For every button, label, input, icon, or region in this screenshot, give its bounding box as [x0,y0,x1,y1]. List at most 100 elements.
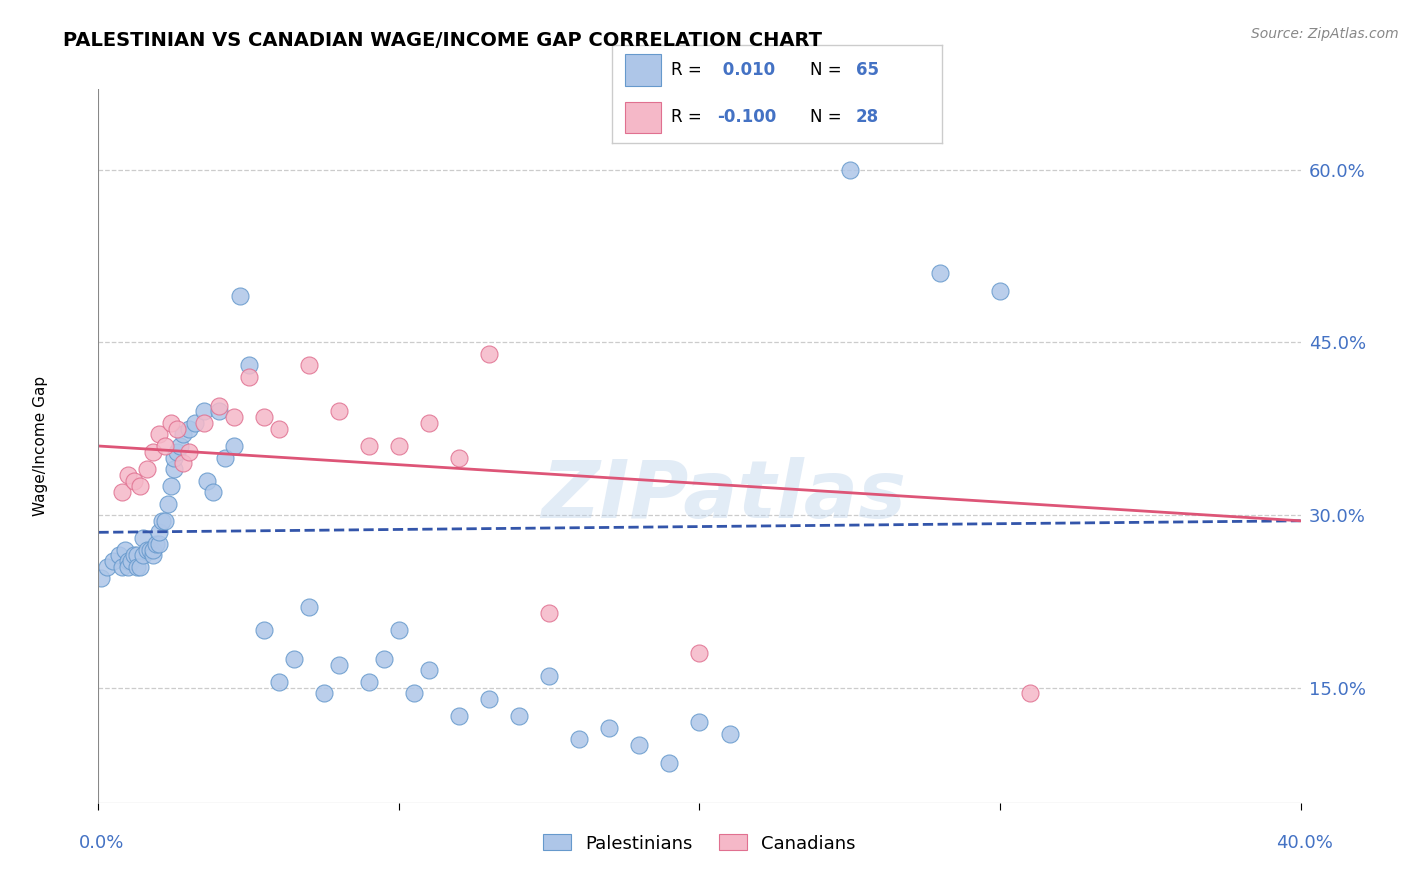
Point [267,422,290,436]
Point [127,549,149,563]
Point [328,657,350,672]
Text: 65: 65 [856,62,879,79]
Text: 40.0%: 40.0% [1277,834,1333,852]
Point [90,571,112,585]
Point [159,479,181,493]
Point [658,756,681,770]
Point [214,450,236,465]
Point [195,474,218,488]
Point [478,347,501,361]
Point [238,359,260,373]
Point [166,444,188,458]
Point [135,542,157,557]
Point [121,554,143,568]
FancyBboxPatch shape [624,102,661,133]
Point [141,549,163,563]
Point [111,559,134,574]
Point [298,359,321,373]
Point [929,266,952,280]
Point [141,444,163,458]
Point [117,559,139,574]
Point [238,370,260,384]
Point [508,709,530,723]
Point [598,721,620,735]
Point [117,467,139,482]
Point [124,474,146,488]
Point [156,497,179,511]
Point [253,410,276,425]
FancyBboxPatch shape [624,54,661,86]
Point [312,686,335,700]
Point [201,485,224,500]
Point [628,738,651,752]
Point [478,692,501,706]
Point [538,606,561,620]
Point [111,485,134,500]
Text: R =: R = [671,62,707,79]
Point [183,416,205,430]
Point [418,664,440,678]
Text: R =: R = [671,108,707,126]
Point [447,450,470,465]
Point [222,439,245,453]
Point [148,525,170,540]
Point [132,549,155,563]
Point [688,646,710,660]
Text: 0.010: 0.010 [717,62,776,79]
Point [177,444,200,458]
Point [688,715,710,730]
Point [538,669,561,683]
Point [228,289,250,303]
Text: Wage/Income Gap: Wage/Income Gap [34,376,48,516]
Point [283,652,305,666]
Point [162,450,184,465]
Point [357,675,380,690]
Point [150,514,173,528]
Point [193,404,215,418]
Point [298,600,321,615]
Text: N =: N = [810,108,846,126]
Point [114,542,136,557]
Point [988,284,1011,298]
Point [388,439,411,453]
Point [124,549,146,563]
Point [129,479,152,493]
Point [418,416,440,430]
Point [159,416,181,430]
Point [166,422,188,436]
Point [162,462,184,476]
Point [222,410,245,425]
Point [1019,686,1042,700]
Text: 0.0%: 0.0% [79,834,124,852]
Point [135,462,157,476]
Point [117,554,139,568]
Point [96,559,118,574]
Point [172,427,194,442]
Point [208,399,231,413]
Text: Source: ZipAtlas.com: Source: ZipAtlas.com [1251,27,1399,41]
Point [148,427,170,442]
Point [373,652,395,666]
Point [153,514,176,528]
Point [193,416,215,430]
Point [172,456,194,470]
Point [253,623,276,637]
Point [153,439,176,453]
Point [127,559,149,574]
Text: 28: 28 [856,108,879,126]
Point [718,727,741,741]
Point [138,542,160,557]
Point [132,531,155,545]
Point [328,404,350,418]
Point [267,675,290,690]
Legend: Palestinians, Canadians: Palestinians, Canadians [534,825,865,862]
Text: PALESTINIAN VS CANADIAN WAGE/INCOME GAP CORRELATION CHART: PALESTINIAN VS CANADIAN WAGE/INCOME GAP … [63,31,823,50]
Point [447,709,470,723]
Point [108,549,131,563]
Point [388,623,411,637]
Point [169,439,191,453]
Point [148,537,170,551]
Text: -0.100: -0.100 [717,108,776,126]
Point [838,162,860,177]
Point [568,732,591,747]
